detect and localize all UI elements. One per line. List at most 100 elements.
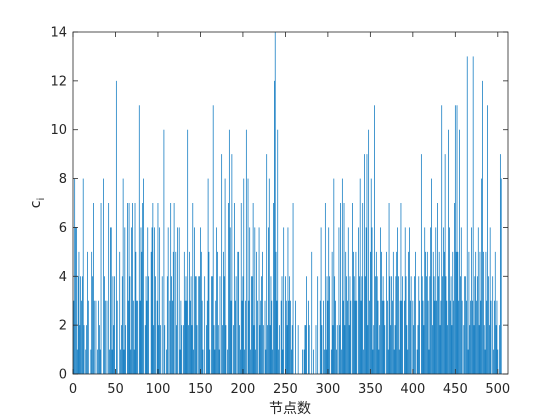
bar (77, 276, 79, 374)
bar (430, 227, 432, 374)
bar (333, 178, 335, 374)
bar (274, 32, 276, 374)
bar (458, 300, 460, 374)
bar (221, 154, 223, 374)
y-axis-ticks: 0 2 4 6 8 10 12 14 (50, 26, 508, 383)
bar (482, 80, 483, 375)
bar (198, 276, 200, 374)
bar (275, 251, 277, 374)
bar (248, 300, 250, 374)
bar (469, 325, 471, 374)
bar (483, 251, 484, 374)
bar (130, 349, 132, 374)
bar (242, 276, 244, 374)
bar (177, 227, 178, 374)
bar (415, 251, 416, 374)
bar (468, 251, 470, 374)
bar (280, 300, 282, 374)
bar (465, 276, 466, 374)
bar (470, 300, 471, 374)
bar (201, 300, 203, 374)
bar (404, 227, 406, 374)
x-tick-label: 400 (400, 382, 425, 397)
bar (494, 300, 495, 374)
bar (229, 227, 231, 374)
bar (271, 300, 273, 374)
bar (390, 325, 392, 374)
bar (386, 251, 387, 374)
x-tick-label: 500 (485, 382, 510, 397)
bar (437, 276, 439, 374)
bar (364, 276, 366, 374)
bar (427, 300, 429, 374)
bar (215, 300, 217, 374)
bar (209, 349, 211, 374)
bar (279, 325, 280, 374)
bar (461, 300, 463, 374)
bar (87, 251, 88, 374)
bar (464, 276, 466, 374)
bar (277, 129, 279, 374)
bar (352, 203, 353, 374)
bar (489, 227, 491, 374)
bar (342, 300, 344, 374)
bar (188, 325, 189, 374)
y-tick-label: 2 (59, 319, 67, 334)
bar (171, 276, 172, 374)
bar (336, 325, 338, 374)
bar (388, 203, 390, 374)
bar (90, 349, 92, 374)
bar (371, 227, 373, 374)
bar (344, 325, 346, 374)
bar (235, 276, 237, 374)
bar (434, 300, 436, 374)
bar (490, 300, 492, 374)
bar (200, 251, 202, 374)
bar (245, 300, 246, 374)
bar (121, 325, 122, 374)
bar (347, 227, 349, 374)
bar (363, 349, 364, 374)
bar (178, 227, 180, 374)
bar (104, 300, 106, 374)
bar (323, 300, 324, 374)
bar (496, 300, 498, 374)
bar (234, 300, 236, 374)
bar (313, 349, 314, 374)
bar (326, 276, 328, 374)
bar (345, 251, 347, 374)
bar (247, 178, 249, 374)
bar (189, 300, 191, 374)
bar (485, 251, 487, 374)
bar (160, 325, 161, 374)
bar (222, 325, 223, 374)
bar (167, 227, 169, 374)
bar (151, 227, 153, 374)
bar (129, 276, 131, 374)
bar (239, 325, 240, 374)
bar (456, 105, 458, 374)
bar (396, 251, 398, 374)
bar (304, 325, 306, 374)
bar (397, 227, 398, 374)
bar (408, 251, 409, 374)
bar (418, 276, 420, 374)
bar (175, 251, 177, 374)
bar (453, 300, 454, 374)
bar (227, 349, 228, 374)
bar (479, 251, 481, 374)
bar (145, 276, 147, 374)
bar (387, 349, 389, 374)
bar (125, 325, 127, 374)
bar (261, 276, 262, 374)
bar (354, 300, 356, 374)
bar (216, 227, 217, 374)
bar (141, 251, 143, 374)
bar (123, 349, 125, 374)
bar (339, 325, 341, 374)
bar (378, 349, 380, 374)
bar (244, 349, 245, 374)
bar (169, 300, 171, 374)
bar (192, 203, 194, 374)
